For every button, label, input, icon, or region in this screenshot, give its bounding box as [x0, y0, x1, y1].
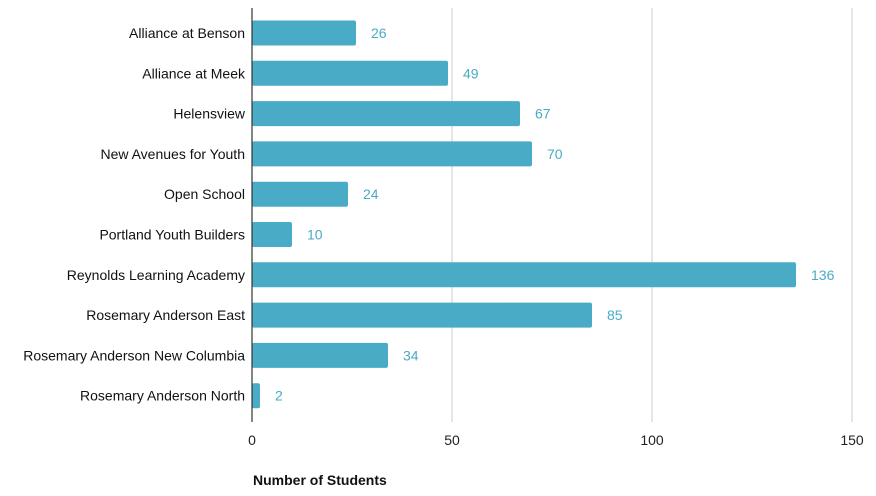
- data-label: 2: [275, 388, 283, 404]
- y-tick-label: Rosemary Anderson East: [86, 307, 245, 323]
- y-tick-label: Helensview: [173, 106, 245, 122]
- bar: [252, 181, 348, 207]
- bar: [252, 383, 260, 409]
- bar: [252, 60, 448, 86]
- data-label: 85: [607, 307, 623, 323]
- y-tick-label: Rosemary Anderson North: [80, 388, 245, 404]
- axis-layer: 0 50 100 150 Alliance at Benson Alliance at M…: [23, 8, 864, 448]
- x-axis-title: Number of Students: [253, 472, 387, 488]
- y-tick-label: New Avenues for Youth: [100, 146, 245, 162]
- x-tick-label: 100: [640, 432, 664, 448]
- y-tick-label: Reynolds Learning Academy: [67, 267, 245, 283]
- x-tick-label: 0: [248, 432, 256, 448]
- bar: [252, 262, 796, 288]
- bar-layer: 26 49 67 70 24 10 136 85 34 2: [252, 20, 835, 409]
- y-tick-label: Portland Youth Builders: [99, 227, 245, 243]
- y-tick-label: Alliance at Benson: [129, 25, 245, 41]
- bar: [252, 101, 520, 127]
- bar: [252, 222, 292, 247]
- data-label: 24: [363, 186, 379, 202]
- data-label: 49: [463, 65, 479, 81]
- y-tick-label: Rosemary Anderson New Columbia: [23, 347, 245, 363]
- y-tick-label: Alliance at Meek: [142, 65, 246, 81]
- x-tick-label: 50: [444, 432, 460, 448]
- bar: [252, 302, 592, 328]
- x-tick-label: 150: [840, 432, 864, 448]
- grid-layer: [451, 8, 853, 422]
- bar: [252, 20, 356, 46]
- data-label: 70: [547, 146, 563, 162]
- data-label: 10: [307, 227, 323, 243]
- bar: [252, 141, 532, 167]
- data-label: 136: [811, 267, 835, 283]
- data-label: 26: [371, 25, 387, 41]
- bar: [252, 342, 388, 368]
- data-label: 34: [403, 347, 419, 363]
- data-label: 67: [535, 106, 551, 122]
- y-tick-label: Open School: [164, 186, 245, 202]
